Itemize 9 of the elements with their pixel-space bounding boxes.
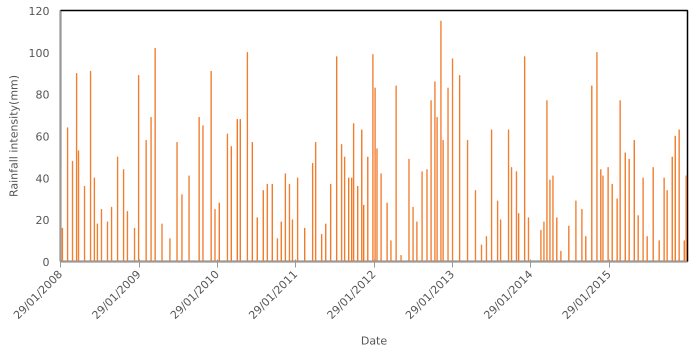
y-tick-label: 0 xyxy=(42,256,50,269)
y-tick-label: 100 xyxy=(28,46,50,60)
y-tick-label: 60 xyxy=(36,130,50,144)
y-tick-label: 80 xyxy=(36,88,50,102)
y-tick-label: 120 xyxy=(28,5,50,18)
y-axis-title: Rainfall intensity(mm) xyxy=(8,74,21,198)
x-axis-title: Date xyxy=(360,334,388,348)
y-tick-label: 20 xyxy=(36,214,50,228)
y-tick-label: 40 xyxy=(36,172,50,186)
